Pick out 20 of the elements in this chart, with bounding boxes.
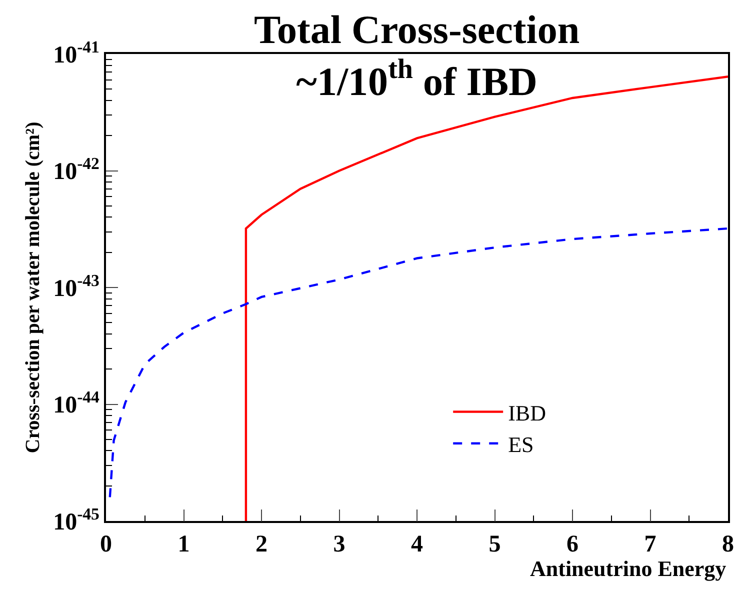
y-tick-label: 10$^{-44}$ [53,388,100,419]
y-tick-label: 10$^{-42}$ [53,154,100,186]
y-tick-label: 10$^{-41}$ [53,37,100,68]
x-tick-label: 7 [644,532,656,558]
x-axis-title: Antineutrino Energy [530,556,726,581]
x-tick-label: 6 [566,532,578,558]
x-tick-label: 8 [722,532,734,558]
chart-title: Total Cross-section ~1/10$^{th}$ of IBD [254,7,580,104]
line-series [108,227,728,498]
legend-label: IBD [508,400,546,426]
x-tick-label: 5 [488,532,501,558]
x-tick-label: 0 [100,532,112,558]
y-tick-label: 10$^{-45}$ [53,504,100,536]
x-tick-label: 3 [333,532,346,558]
x-tick-label: 1 [178,532,190,558]
x-tick-label: 4 [411,532,423,558]
y-tick-label: 10$^{-43}$ [53,270,100,302]
y-axis-title: Cross-section per water molecule (cm²) [22,122,44,454]
legend-label: ES [508,432,534,457]
x-tick-label: 2 [256,532,268,558]
